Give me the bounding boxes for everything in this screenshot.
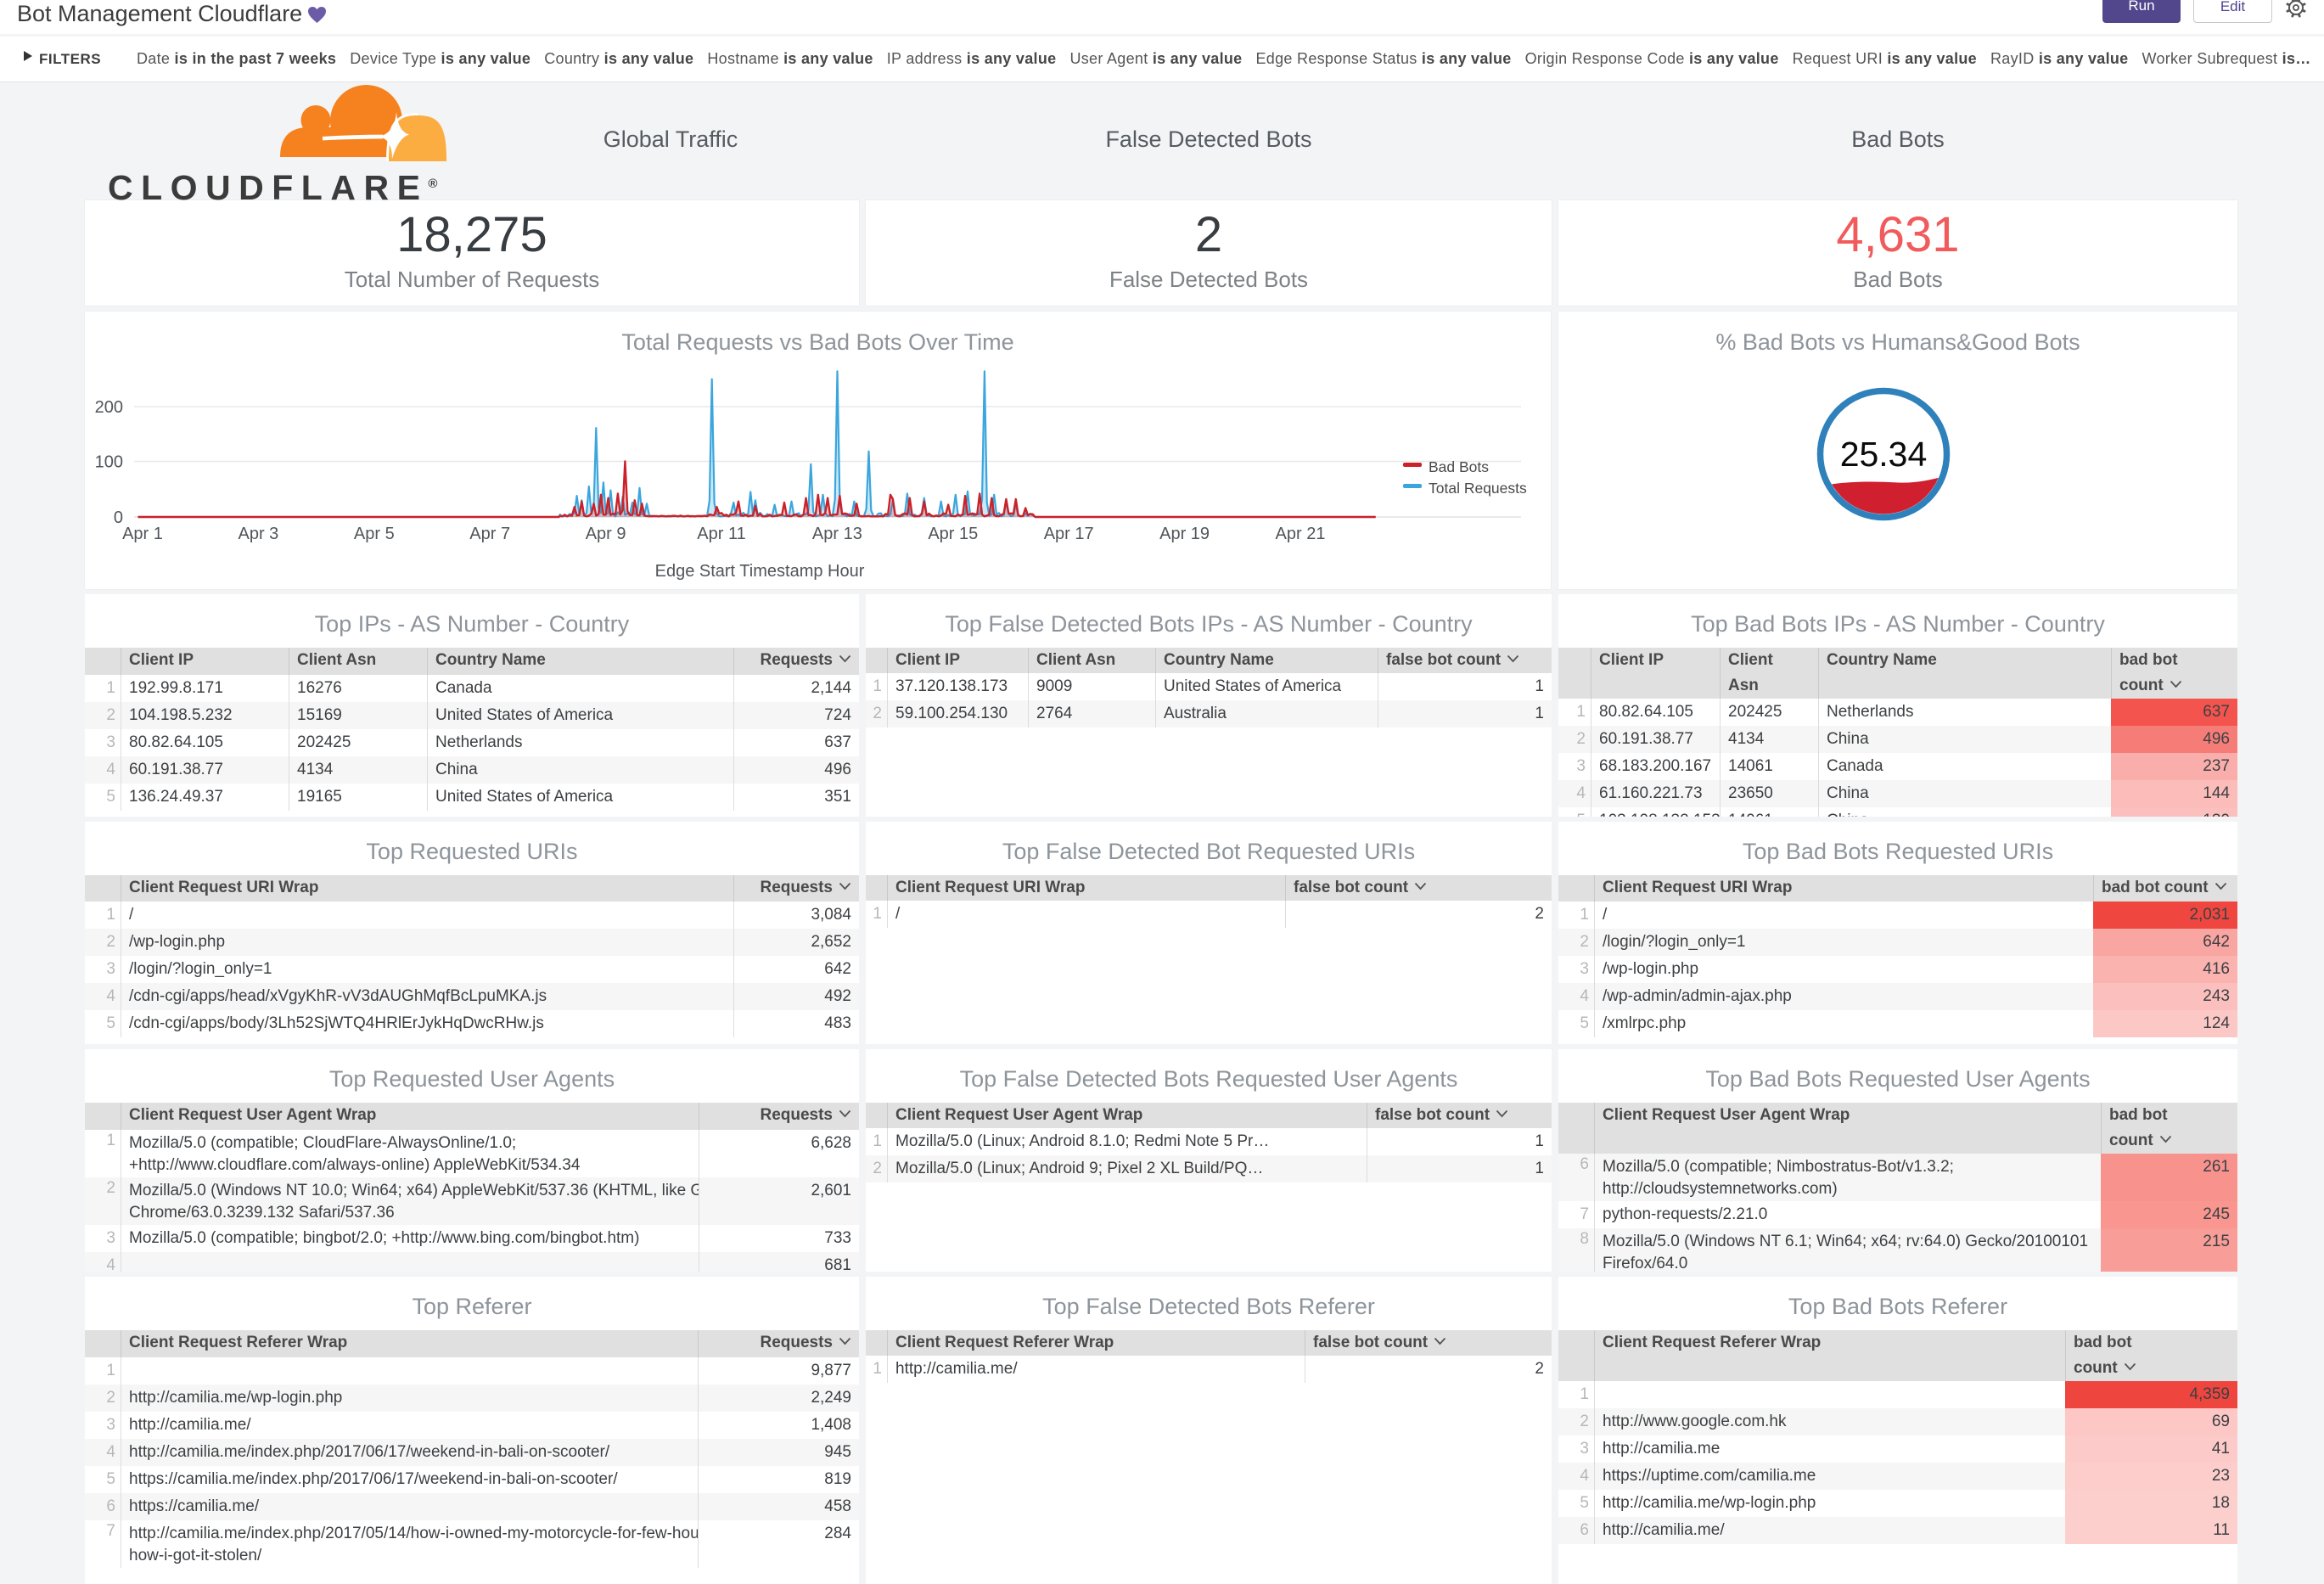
svg-text:25.34: 25.34 <box>1840 435 1928 474</box>
svg-text:Apr 15: Apr 15 <box>928 525 978 543</box>
svg-text:Apr 3: Apr 3 <box>238 525 278 543</box>
svg-text:Apr 17: Apr 17 <box>1044 525 1094 543</box>
svg-text:Bad Bots: Bad Bots <box>1429 458 1489 475</box>
svg-text:Apr 13: Apr 13 <box>812 525 862 543</box>
svg-text:Apr 19: Apr 19 <box>1159 525 1210 543</box>
svg-text:100: 100 <box>95 453 123 472</box>
svg-text:Total Requests: Total Requests <box>1429 480 1527 497</box>
svg-text:200: 200 <box>95 398 123 417</box>
svg-text:Edge Start Timestamp Hour: Edge Start Timestamp Hour <box>655 562 865 581</box>
svg-text:Apr 7: Apr 7 <box>469 525 510 543</box>
svg-text:Apr 1: Apr 1 <box>122 525 163 543</box>
svg-text:0: 0 <box>114 508 123 527</box>
svg-text:Apr 21: Apr 21 <box>1276 525 1326 543</box>
svg-text:Apr 5: Apr 5 <box>354 525 395 543</box>
svg-text:Apr 9: Apr 9 <box>586 525 626 543</box>
svg-text:Apr 11: Apr 11 <box>697 525 745 543</box>
